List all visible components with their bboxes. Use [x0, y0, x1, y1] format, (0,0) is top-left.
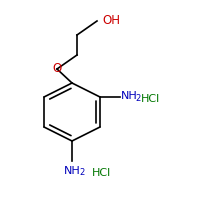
Text: 2: 2: [80, 168, 85, 177]
Text: HCl: HCl: [92, 168, 111, 178]
Text: OH: OH: [102, 15, 120, 27]
Text: O: O: [52, 62, 62, 75]
Text: NH: NH: [121, 91, 138, 101]
Text: HCl: HCl: [141, 94, 160, 104]
Text: 2: 2: [135, 94, 141, 103]
Text: NH: NH: [64, 166, 80, 176]
